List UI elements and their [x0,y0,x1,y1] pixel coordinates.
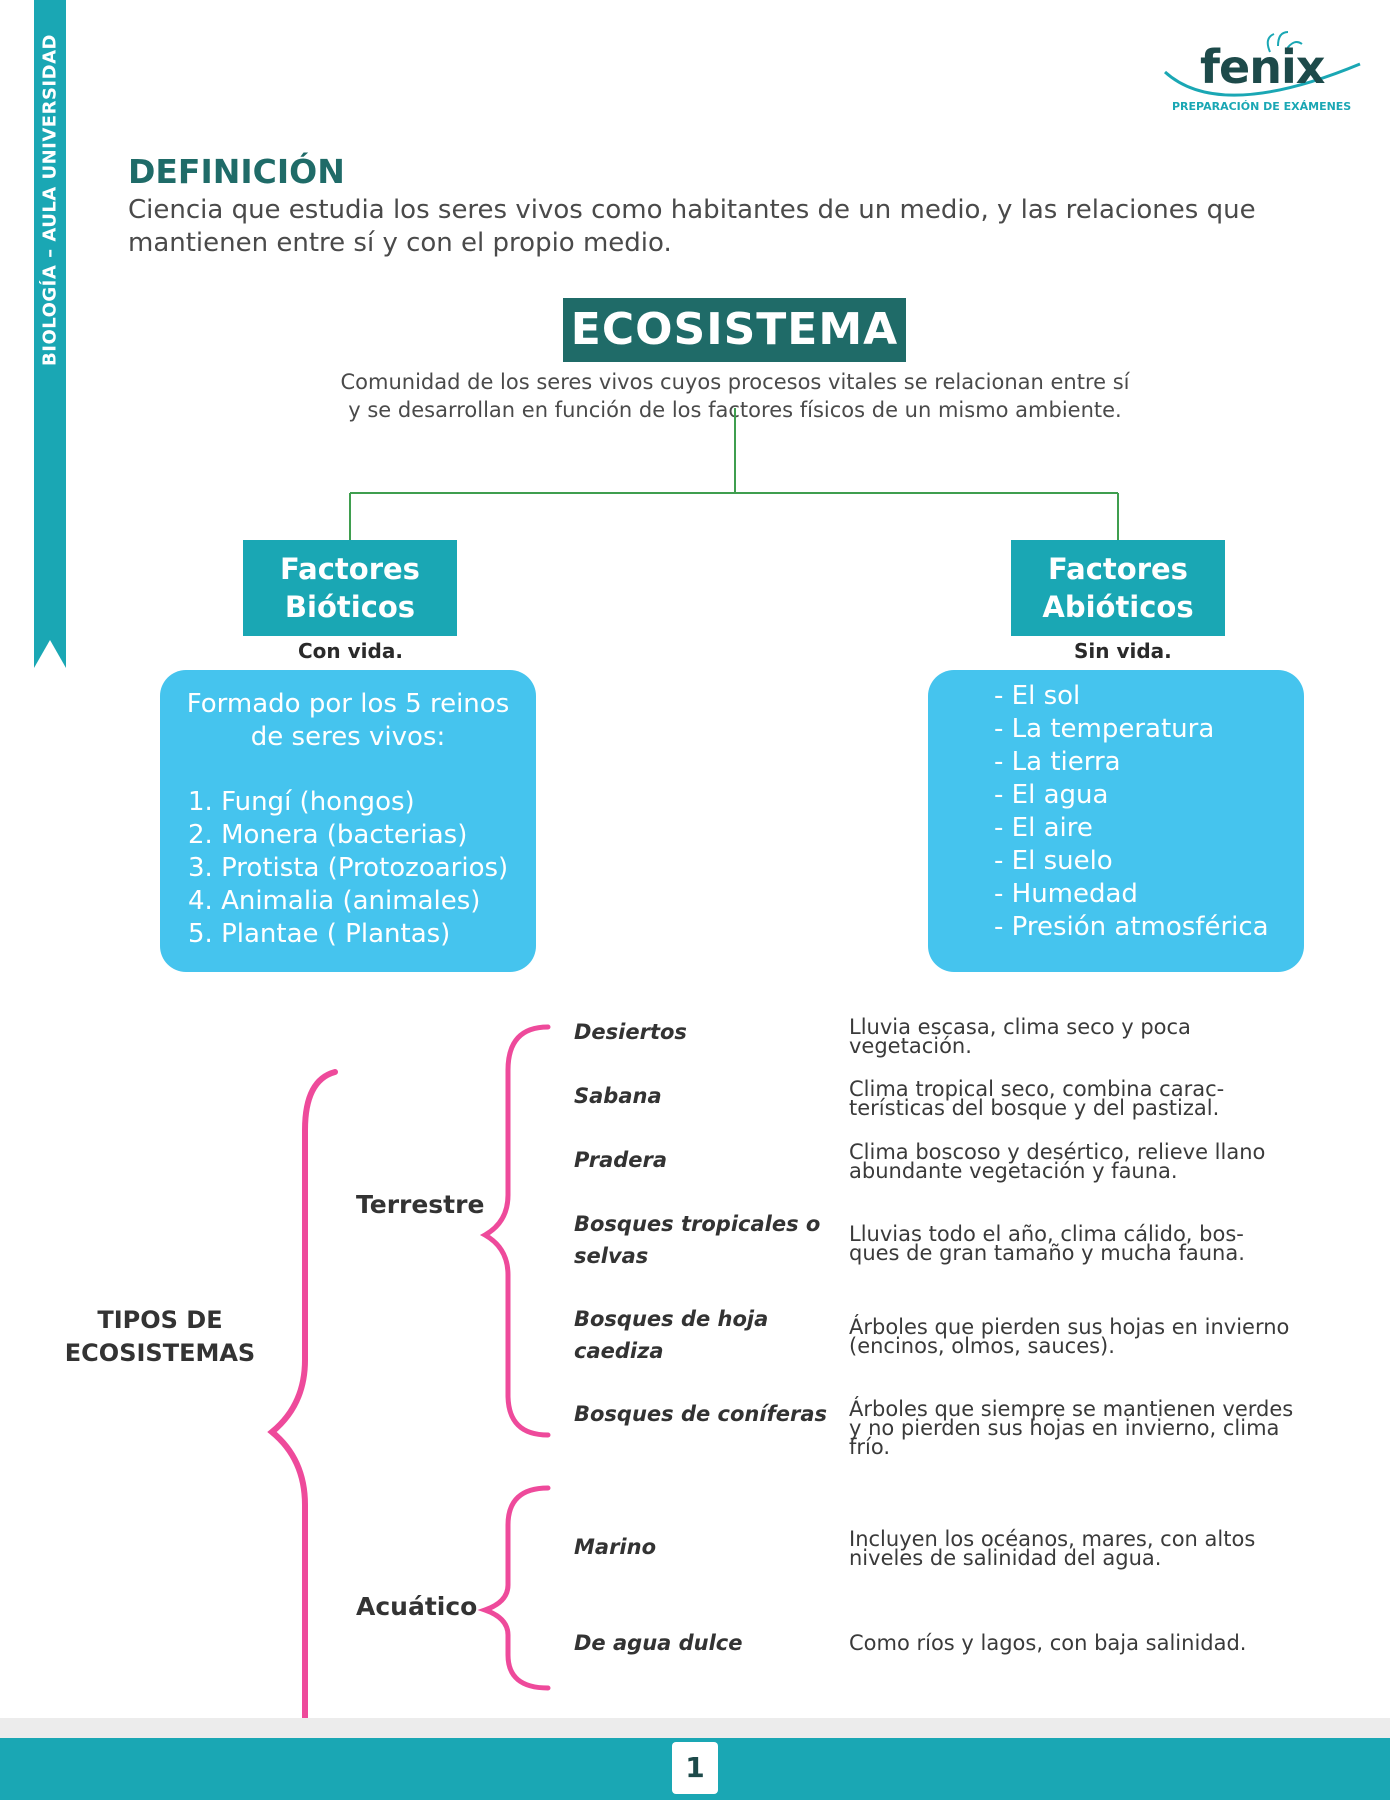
type-desc-line: Clima tropical seco, combina carac- [849,1077,1225,1101]
factor-title-line: Bióticos [284,590,416,624]
abioticos-subtitle: Sin vida. [1074,639,1172,663]
list-item: - El suelo [994,846,1113,876]
type-desc-line: Lluvia escasa, clima seco y poca [849,1015,1191,1039]
type-desc-line: niveles de salinidad del agua. [849,1546,1162,1570]
factor-title-line: Factores [1048,552,1188,586]
type-desc-line: frío. [849,1435,891,1459]
type-desc-line: ques de gran tamaño y mucha fauna. [849,1241,1245,1265]
type-desc-line: Lluvias todo el año, clima cálido, bos- [849,1222,1244,1246]
type-desc-line: Árboles que siempre se mantienen verdes [849,1397,1294,1421]
tipos-label: TIPOS DE ECOSISTEMAS [60,1304,260,1370]
type-item-agua-dulce: De agua dulce [574,1627,743,1659]
list-item: 4. Animalia (animales) [188,886,481,916]
side-band-arrow [34,640,66,668]
type-desc-desiertos: Lluvia escasa, clima seco y poca vegetac… [849,1015,1319,1058]
list-item: - La tierra [994,747,1121,777]
list-item: 1. Fungí (hongos) [188,787,415,817]
type-item-name: Desiertos [574,1020,687,1044]
type-desc-bosques-hoja-caediza: Árboles que pierden sus hojas en inviern… [849,1315,1319,1358]
fenix-logo: fenix PREPARACIÓN DE EXÁMENES [1160,22,1370,122]
type-item-name: Sabana [574,1084,662,1108]
type-item-bosques-hoja-caediza: Bosques de hoja caediza [574,1303,768,1367]
type-desc-line: (encinos, olmos, sauces). [849,1334,1115,1358]
logo-word: fenix [1200,40,1325,94]
definition-line: mantienen entre sí y con el propio medio… [128,228,672,258]
type-desc-bosques-tropicales: Lluvias todo el año, clima cálido, bos- … [849,1222,1319,1265]
type-item-name: De agua dulce [574,1631,743,1655]
abioticos-list: - El sol - La temperatura - La tierra - … [994,680,1269,944]
ecosistema-line: Comunidad de los seres vivos cuyos proce… [340,370,1130,394]
definition-text: Ciencia que estudia los seres vivos como… [128,194,1288,260]
bioticos-subtitle: Con vida. [298,639,403,663]
type-desc-line: Clima boscoso y desértico, relieve llano [849,1140,1266,1164]
type-item-bosques-coniferas: Bosques de coníferas [574,1398,827,1430]
list-item: 3. Protista (Protozoarios) [188,853,509,883]
list-item: - El sol [994,681,1081,711]
type-item-desiertos: Desiertos [574,1016,687,1048]
acuatico-brace [477,1485,551,1691]
type-item-name: Marino [574,1535,657,1559]
definition-title: DEFINICIÓN [128,152,345,191]
logo-subtitle: PREPARACIÓN DE EXÁMENES [1172,100,1352,113]
page-number: 1 [672,1742,718,1794]
type-desc-line: terísticas del bosque y del pastizal. [849,1096,1220,1120]
list-item: - Humedad [994,879,1138,909]
type-item-name: Bosques de coníferas [574,1402,827,1426]
bioticos-intro-line: de seres vivos: [250,722,446,752]
tipos-brace [267,1069,338,1775]
list-item: 5. Plantae ( Plantas) [188,919,451,949]
footer-gray-strip [0,1718,1390,1738]
type-item-name: caediza [574,1339,664,1363]
list-item: - La temperatura [994,714,1215,744]
acuatico-label: Acuático [356,1592,478,1621]
factor-title-line: Factores [280,552,420,586]
factores-abioticos-box: Factores Abióticos [1011,540,1225,636]
type-item-bosques-tropicales: Bosques tropicales o selvas [574,1208,820,1272]
list-item: - El agua [994,780,1109,810]
type-item-name: Pradera [574,1148,668,1172]
ecosistema-title-box: ECOSISTEMA [563,298,906,362]
type-desc-sabana: Clima tropical seco, combina carac- terí… [849,1077,1319,1120]
logo-laurel-icon [1163,31,1361,97]
factores-bioticos-box: Factores Bióticos [243,540,457,636]
type-item-name: selvas [574,1244,649,1268]
tipos-label-line: TIPOS DE [97,1306,223,1334]
terrestre-label: Terrestre [356,1190,485,1219]
bioticos-panel: Formado por los 5 reinos de seres vivos:… [160,670,536,972]
type-desc-line: y no pierden sus hojas en invierno, clim… [849,1416,1280,1440]
bioticos-intro-line: Formado por los 5 reinos [186,689,510,719]
list-item: 2. Monera (bacterias) [188,820,468,850]
type-desc-line: vegetación. [849,1034,972,1058]
bioticos-list: 1. Fungí (hongos) 2. Monera (bacterias) … [188,786,508,951]
type-item-marino: Marino [574,1531,656,1563]
type-desc-bosques-coniferas: Árboles que siempre se mantienen verdes … [849,1397,1319,1459]
type-item-name: Bosques tropicales o [574,1212,821,1236]
bioticos-intro: Formado por los 5 reinos de seres vivos: [160,688,536,754]
list-item: - Presión atmosférica [994,912,1269,942]
type-desc-line: Incluyen los océanos, mares, con altos [849,1527,1256,1551]
factor-title-line: Abióticos [1042,590,1194,624]
type-item-name: Bosques de hoja [574,1307,769,1331]
type-desc-line: abundante vegetación y fauna. [849,1159,1178,1183]
definition-line: Ciencia que estudia los seres vivos como… [128,195,1256,225]
type-item-pradera: Pradera [574,1144,667,1176]
type-desc-line: Como ríos y lagos, con baja salinidad. [849,1631,1247,1655]
side-band [34,0,66,640]
type-desc-pradera: Clima boscoso y desértico, relieve llano… [849,1140,1319,1183]
type-desc-line: Árboles que pierden sus hojas en inviern… [849,1315,1290,1339]
abioticos-panel: - El sol - La temperatura - La tierra - … [928,670,1304,972]
terrestre-brace [479,1024,551,1438]
type-desc-agua-dulce: Como ríos y lagos, con baja salinidad. [849,1631,1319,1655]
type-item-sabana: Sabana [574,1080,662,1112]
type-desc-marino: Incluyen los océanos, mares, con altos n… [849,1527,1319,1570]
list-item: - El aire [994,813,1093,843]
tipos-label-line: ECOSISTEMAS [64,1339,256,1367]
